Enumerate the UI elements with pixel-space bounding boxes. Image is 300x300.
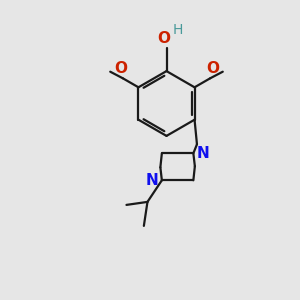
- Text: O: O: [114, 61, 127, 76]
- Text: H: H: [173, 23, 183, 37]
- Text: O: O: [158, 31, 171, 46]
- Text: N: N: [146, 173, 159, 188]
- Text: O: O: [206, 61, 219, 76]
- Text: N: N: [196, 146, 209, 161]
